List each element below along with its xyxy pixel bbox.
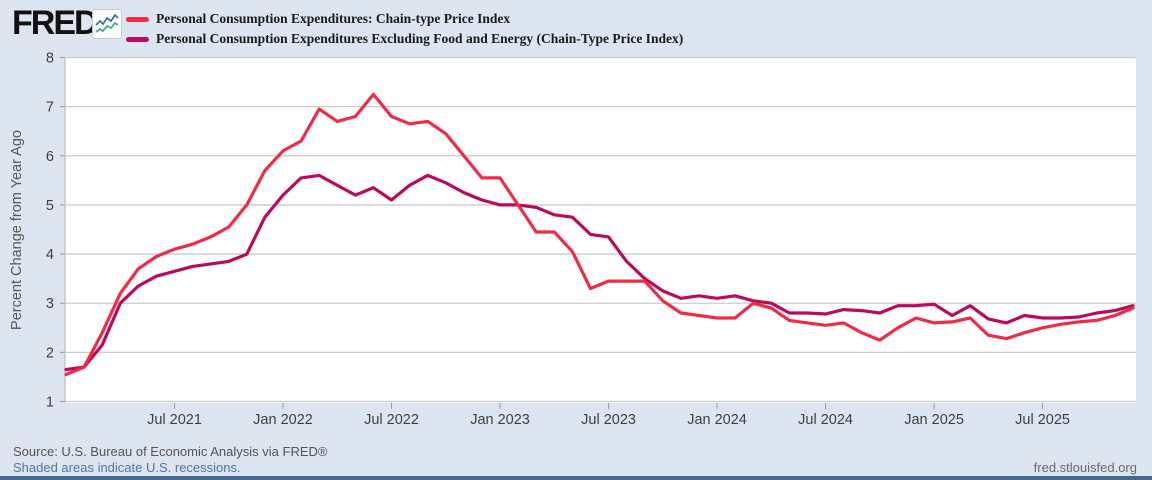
legend-swatch-icon	[126, 16, 149, 22]
series-line-0[interactable]	[64, 92, 1135, 377]
fred-url: fred.stlouisfed.org	[1033, 460, 1137, 475]
legend-swatch-icon	[126, 36, 149, 42]
header: FRED® Personal Consumption Expenditures:…	[0, 0, 1152, 56]
legend-item-label: Personal Consumption Expenditures Exclud…	[156, 31, 684, 46]
plot-area[interactable]	[65, 57, 1136, 403]
bottom-accent-bar	[0, 476, 1152, 480]
x-tick-label: Jan 2025	[904, 412, 964, 428]
legend: Personal Consumption Expenditures: Chain…	[126, 9, 683, 49]
fred-wordmark: FRED	[12, 4, 99, 42]
legend-item-core-pce[interactable]: Personal Consumption Expenditures Exclud…	[126, 29, 683, 49]
y-tick-label: 7	[46, 100, 54, 116]
recessions-link[interactable]: Shaded areas indicate U.S. recessions.	[13, 460, 241, 475]
y-tick-label: 3	[46, 296, 54, 312]
x-tick-label: Jul 2022	[364, 412, 419, 428]
x-tick-label: Jan 2023	[470, 412, 530, 428]
x-tick-label: Jan 2024	[687, 412, 747, 428]
y-tick-label: 5	[46, 198, 54, 214]
x-tick-label: Jul 2025	[1015, 412, 1070, 428]
footer: Source: U.S. Bureau of Economic Analysis…	[13, 444, 327, 476]
x-tick-label: Jul 2021	[147, 412, 202, 428]
y-tick-label: 8	[46, 51, 54, 67]
source-note: Source: U.S. Bureau of Economic Analysis…	[13, 444, 328, 459]
x-tick-label: Jul 2024	[798, 412, 853, 428]
fred-logo[interactable]: FRED®	[12, 4, 102, 42]
y-tick-label: 1	[46, 395, 54, 411]
y-tick-label: 6	[46, 149, 54, 165]
x-tick-label: Jul 2023	[581, 412, 636, 428]
series-line-1[interactable]	[64, 173, 1135, 372]
x-tick-label: Jan 2022	[253, 412, 313, 428]
y-tick-label: 4	[46, 247, 54, 263]
legend-item-label: Personal Consumption Expenditures: Chain…	[156, 11, 511, 26]
fred-sparkline-icon	[92, 9, 122, 39]
y-tick-label: 2	[46, 345, 54, 361]
legend-item-pce[interactable]: Personal Consumption Expenditures: Chain…	[126, 9, 683, 29]
y-axis-title: Percent Change from Year Ago	[9, 130, 25, 330]
